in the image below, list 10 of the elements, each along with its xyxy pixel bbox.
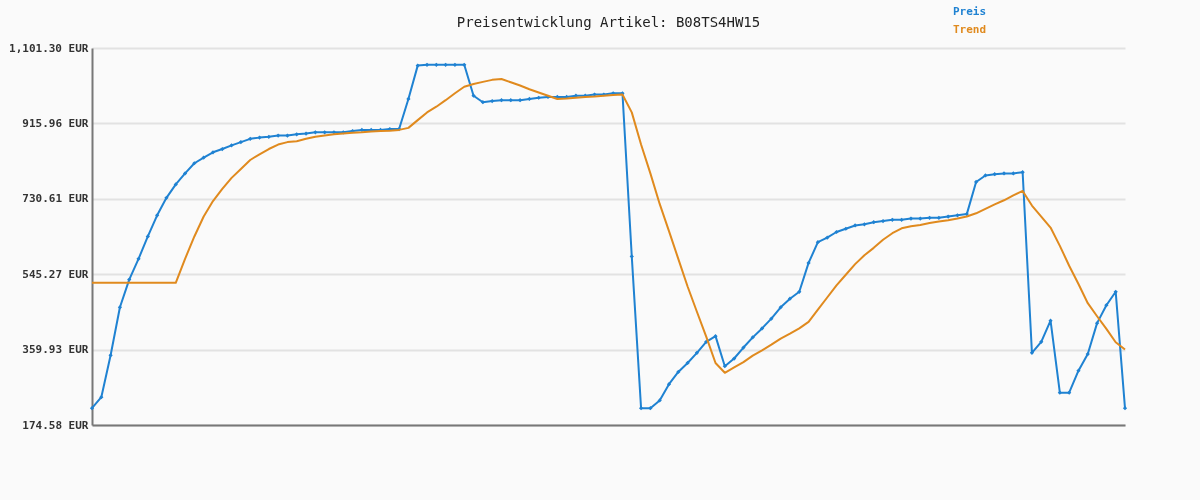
chart-title: Preisentwicklung Artikel: B08TS4HW15 [456,14,761,30]
y-tick-label: 915.96 EUR [22,116,89,130]
y-tick-label: 1,101.30 EUR [9,41,89,55]
line-series [91,78,1126,374]
text: Trend [953,22,987,36]
y-tick-label: 545.27 EUR [22,267,89,281]
y-tick-label: 174.58 EUR [22,418,89,432]
text: Preis [953,4,987,18]
y-tick-label: 359.93 EUR [22,343,89,357]
y-tick-label: 730.61 EUR [22,192,89,206]
